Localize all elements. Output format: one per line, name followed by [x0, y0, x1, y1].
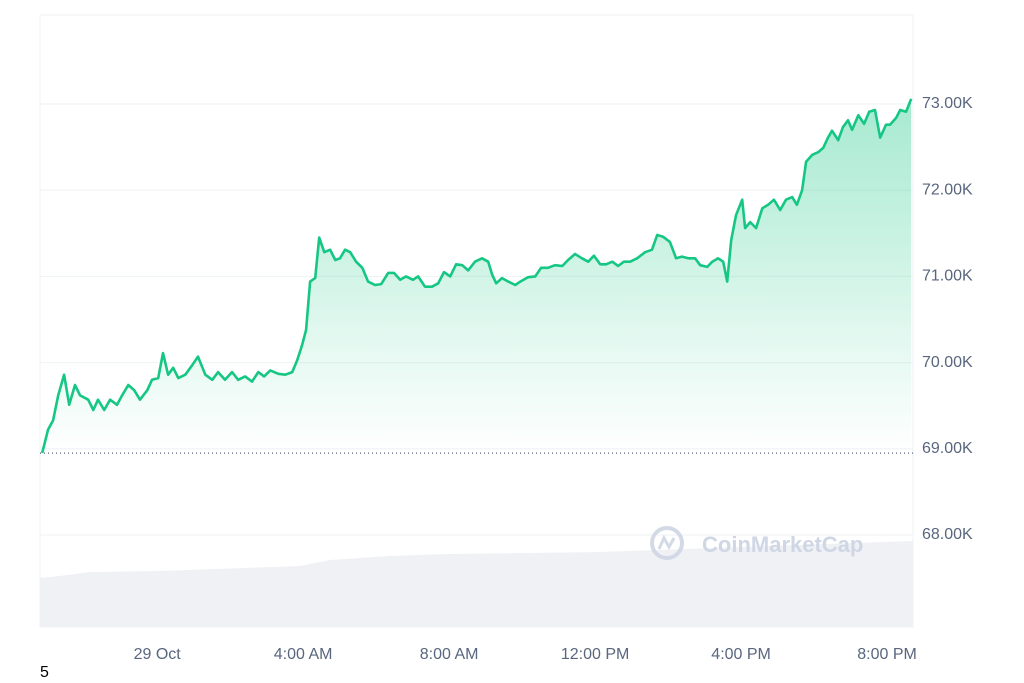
annotation: 5	[40, 664, 49, 681]
x-tick-label: 4:00 AM	[274, 646, 333, 663]
x-tick-label: 8:00 PM	[857, 646, 917, 663]
watermark: CoinMarketCap	[702, 532, 863, 557]
x-tick-label: 8:00 AM	[420, 646, 479, 663]
y-tick-label: 73.00K	[922, 95, 973, 112]
y-tick-label: 68.00K	[922, 526, 973, 543]
x-tick-label: 29 Oct	[134, 646, 182, 663]
x-tick-label: 12:00 PM	[561, 646, 629, 663]
area	[42, 98, 912, 454]
y-tick-label: 70.00K	[922, 354, 973, 371]
volume-area	[40, 541, 913, 627]
x-tick-label: 4:00 PM	[711, 646, 771, 663]
watermark-logo	[650, 526, 684, 560]
y-tick-label: 72.00K	[922, 181, 973, 198]
y-tick-label: 71.00K	[922, 268, 973, 285]
y-tick-label: 69.00K	[922, 440, 973, 457]
price-line	[40, 98, 913, 454]
